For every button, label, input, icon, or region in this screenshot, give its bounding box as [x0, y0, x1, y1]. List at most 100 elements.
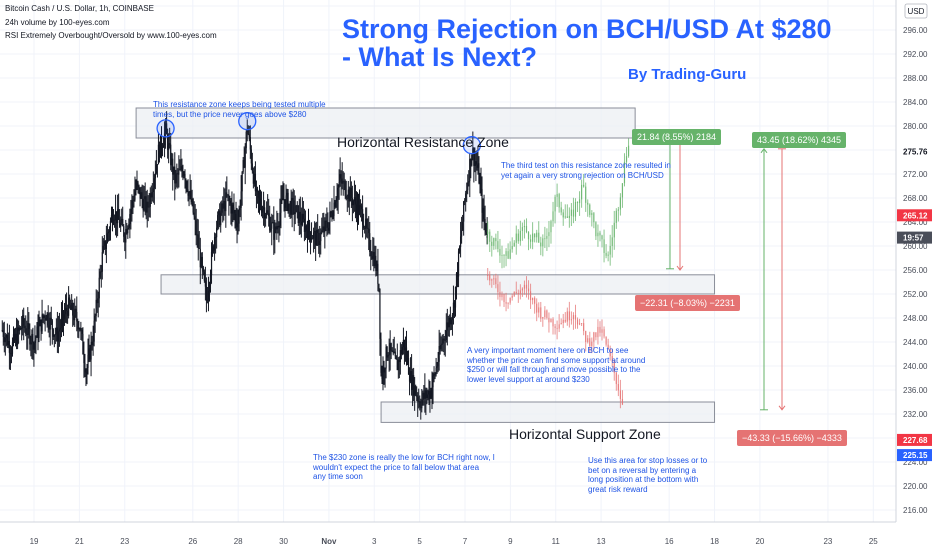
candle — [424, 390, 426, 399]
candle — [472, 148, 474, 155]
bull-projection-candle — [611, 237, 613, 246]
price-tick-label: 240.00 — [903, 362, 928, 371]
candle — [97, 298, 99, 304]
candle — [242, 160, 244, 172]
candle — [384, 368, 386, 373]
candle — [357, 201, 360, 214]
candle — [18, 327, 20, 331]
candle — [447, 322, 449, 328]
candle — [283, 199, 285, 201]
candle — [40, 319, 42, 332]
candle — [379, 288, 381, 339]
candle — [471, 154, 473, 166]
measure-down-long[interactable]: −43.33 (−15.66%) −4333 — [737, 430, 847, 446]
candle — [364, 227, 366, 229]
bear-projection-candle — [544, 310, 546, 318]
candle — [382, 366, 384, 379]
candle — [418, 401, 420, 403]
candle — [321, 230, 323, 233]
candle — [365, 218, 367, 229]
candle — [132, 200, 134, 201]
candle — [329, 211, 331, 223]
candle — [79, 327, 81, 331]
candle — [63, 314, 66, 320]
bull-projection-candle — [513, 242, 515, 247]
candle — [64, 307, 67, 315]
candle — [94, 315, 96, 321]
bull-projection-candle — [509, 249, 511, 259]
candle — [57, 331, 60, 342]
bear-projection-candle — [609, 348, 611, 357]
candle — [280, 199, 282, 213]
candle — [433, 374, 435, 376]
measure-down-short[interactable]: −22.31 (−8.03%) −2231 — [635, 295, 740, 311]
candle — [428, 391, 430, 399]
candle — [200, 256, 202, 268]
candle — [253, 173, 255, 184]
candle — [383, 366, 385, 373]
candle — [373, 251, 375, 266]
candle — [407, 358, 410, 375]
bull-projection-candle — [497, 241, 499, 249]
candle — [354, 197, 357, 205]
candle — [38, 325, 40, 339]
time-tick-label: 23 — [120, 537, 129, 546]
measure-up-short[interactable]: 21.84 (8.55%) 2184 — [632, 129, 722, 145]
bull-projection-candle — [501, 255, 503, 256]
candle — [220, 212, 222, 226]
candle — [391, 350, 393, 352]
candle — [109, 221, 112, 231]
candle — [394, 351, 396, 357]
bull-projection-candle — [495, 238, 497, 242]
price-tick-label: 268.00 — [903, 194, 928, 203]
candle — [189, 190, 191, 193]
candle — [24, 325, 26, 329]
candle — [443, 338, 445, 341]
candle — [346, 198, 348, 199]
candle — [8, 340, 11, 353]
candle — [37, 326, 39, 339]
bear-projection-candle — [538, 307, 540, 313]
candle — [65, 307, 68, 311]
candle — [169, 143, 171, 145]
candle — [456, 273, 459, 277]
bull-projection-candle — [589, 204, 591, 215]
bull-projection-candle — [554, 196, 556, 212]
bull-projection-candle — [593, 213, 595, 223]
candle — [387, 355, 389, 358]
candle — [441, 343, 443, 345]
candle — [477, 163, 479, 168]
candle — [147, 201, 149, 208]
bull-projection-candle — [617, 209, 619, 211]
candle — [207, 290, 210, 300]
candle — [328, 222, 330, 231]
price-tick-label: 236.00 — [903, 386, 928, 395]
candle — [335, 201, 337, 207]
candle — [388, 354, 390, 356]
price-tick-label: 224.00 — [903, 458, 928, 467]
candle — [166, 123, 168, 135]
candle — [436, 366, 438, 368]
candle — [228, 195, 230, 201]
candle — [417, 396, 419, 402]
measure-up-long[interactable]: 43.45 (18.62%) 4345 — [752, 132, 847, 148]
candle — [244, 148, 246, 168]
bull-projection-candle — [564, 216, 566, 218]
candle — [125, 229, 127, 243]
candle — [52, 329, 54, 337]
bear-projection-candle — [497, 284, 499, 293]
candle — [344, 181, 346, 197]
bull-projection-candle — [552, 211, 554, 222]
candle — [313, 232, 315, 239]
bull-projection-candle — [615, 210, 617, 223]
candle — [260, 206, 263, 213]
bull-projection-candle — [511, 246, 513, 250]
bear-projection-candle — [536, 303, 538, 313]
candle — [130, 208, 132, 215]
currency-label: USD — [908, 7, 925, 16]
bear-projection-candle — [601, 329, 603, 333]
candle — [308, 222, 311, 233]
candle — [134, 191, 136, 200]
candle — [156, 164, 159, 166]
